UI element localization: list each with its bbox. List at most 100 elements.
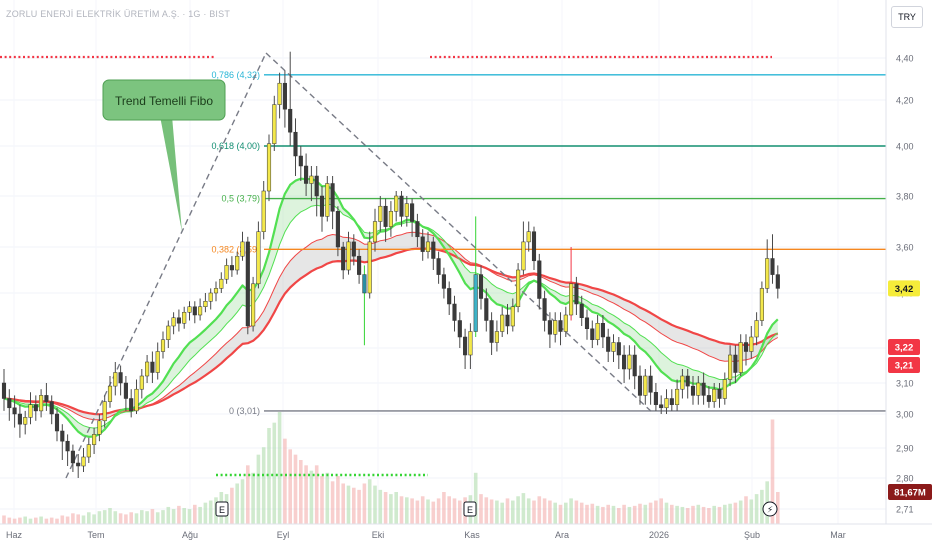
volume-bar bbox=[65, 516, 70, 524]
volume-bar bbox=[150, 509, 155, 524]
volume-bar bbox=[362, 483, 367, 524]
volume-bar bbox=[770, 419, 775, 524]
volume-bar bbox=[341, 483, 345, 524]
volume-bar bbox=[723, 504, 727, 524]
candle-body bbox=[637, 375, 643, 396]
price-axis[interactable]: 4,404,204,003,803,603,403,203,103,002,90… bbox=[885, 0, 932, 524]
earnings-text: E bbox=[219, 505, 225, 515]
volume-bar bbox=[442, 492, 446, 524]
candle-body bbox=[92, 434, 97, 445]
candle-body bbox=[685, 375, 690, 387]
volume-bar bbox=[346, 485, 351, 524]
candle-body bbox=[537, 260, 542, 299]
candle-body bbox=[749, 336, 754, 352]
candle-body bbox=[558, 320, 563, 332]
volume-bar bbox=[574, 500, 579, 524]
candle-body bbox=[367, 241, 372, 294]
candle-body bbox=[712, 388, 717, 402]
candle-body bbox=[388, 211, 393, 227]
candle-body bbox=[431, 241, 436, 259]
earnings-marker[interactable]: E bbox=[463, 501, 477, 517]
volume-bar bbox=[272, 422, 277, 524]
candle-body bbox=[65, 440, 70, 452]
earnings-icon bbox=[463, 501, 477, 517]
volume-bar bbox=[611, 505, 616, 524]
volume-bar bbox=[293, 454, 298, 524]
currency-button[interactable]: TRY bbox=[891, 6, 923, 28]
candle-body bbox=[696, 382, 701, 396]
volume-bar bbox=[754, 494, 759, 524]
volume-bar bbox=[246, 465, 250, 524]
candle-body bbox=[653, 392, 658, 405]
candle-body bbox=[76, 462, 81, 467]
y-tick-label: 3,60 bbox=[896, 243, 914, 253]
chart-grid bbox=[0, 0, 886, 524]
y-tick-label: 3,00 bbox=[896, 410, 914, 420]
candle-body bbox=[606, 336, 611, 352]
candle-body bbox=[49, 401, 54, 415]
candle-body bbox=[425, 241, 431, 252]
candle-body bbox=[489, 320, 494, 343]
fib-label: 0,786 (4,32) bbox=[211, 70, 260, 80]
candle-body bbox=[664, 398, 669, 409]
candle-body bbox=[463, 336, 468, 356]
volume-bar bbox=[436, 498, 441, 524]
candle-body bbox=[245, 241, 250, 327]
dividend-marker[interactable]: ⚡ bbox=[762, 501, 778, 517]
candle-body bbox=[722, 379, 727, 399]
volume-bar bbox=[585, 504, 589, 524]
candle-body bbox=[134, 388, 139, 412]
annotation-callout[interactable]: Trend Temelli Fibo bbox=[102, 79, 226, 232]
volume-label-bg bbox=[888, 484, 932, 500]
volume-bar bbox=[314, 465, 319, 524]
candle-body bbox=[441, 274, 446, 289]
volume-bar bbox=[691, 505, 695, 524]
volume-bar bbox=[251, 472, 255, 524]
volume-bar bbox=[208, 500, 213, 524]
trend-drawings bbox=[0, 52, 772, 479]
ema-b-label: 3,21 bbox=[895, 361, 914, 372]
volume-bar bbox=[505, 498, 510, 524]
event-markers[interactable]: E E ⚡ bbox=[215, 501, 778, 517]
x-tick-label: Ağu bbox=[182, 530, 198, 540]
volume-bar bbox=[760, 489, 764, 524]
volume-bar bbox=[60, 515, 65, 524]
y-tick-label: 2,80 bbox=[896, 474, 914, 484]
volume-bar bbox=[49, 517, 54, 524]
candle-body bbox=[251, 283, 256, 327]
candle-body bbox=[314, 175, 319, 197]
candle-body bbox=[754, 320, 759, 338]
candle-body bbox=[383, 205, 388, 227]
volume-bar bbox=[638, 503, 642, 524]
volume-bar bbox=[776, 492, 780, 524]
candle-body bbox=[632, 354, 637, 377]
earnings-marker[interactable]: E bbox=[215, 501, 229, 517]
y-tick-label: 3,10 bbox=[896, 379, 914, 389]
candle-body bbox=[563, 314, 568, 332]
fib-label: 0 (3,01) bbox=[229, 406, 260, 416]
volume-bar bbox=[590, 503, 595, 524]
earnings-text: E bbox=[467, 505, 473, 515]
time-axis[interactable]: Haz Tem Ağu Eyl Eki Kas Ara 2026 Şub Mar bbox=[0, 523, 932, 540]
candle-body bbox=[54, 413, 60, 432]
candle-body bbox=[574, 283, 579, 305]
candle-body bbox=[510, 306, 515, 327]
volume-bar bbox=[102, 510, 107, 524]
volume-bar bbox=[182, 508, 186, 524]
candle-body bbox=[728, 354, 733, 380]
x-tick-label: Şub bbox=[744, 530, 760, 540]
ribbon-slow bbox=[4, 232, 778, 420]
volume-bar bbox=[553, 502, 557, 524]
volume-bar bbox=[733, 502, 738, 524]
volume-bar bbox=[431, 501, 436, 524]
candle-body bbox=[521, 241, 526, 271]
volume-bar bbox=[71, 513, 75, 524]
volume-bar bbox=[664, 502, 669, 524]
last-price-label: 3,42 bbox=[895, 284, 914, 295]
volume-bar bbox=[34, 517, 38, 524]
candle-body bbox=[675, 388, 680, 405]
candle-body bbox=[770, 258, 775, 275]
candle-body bbox=[447, 288, 452, 305]
volume-bar bbox=[728, 503, 732, 524]
